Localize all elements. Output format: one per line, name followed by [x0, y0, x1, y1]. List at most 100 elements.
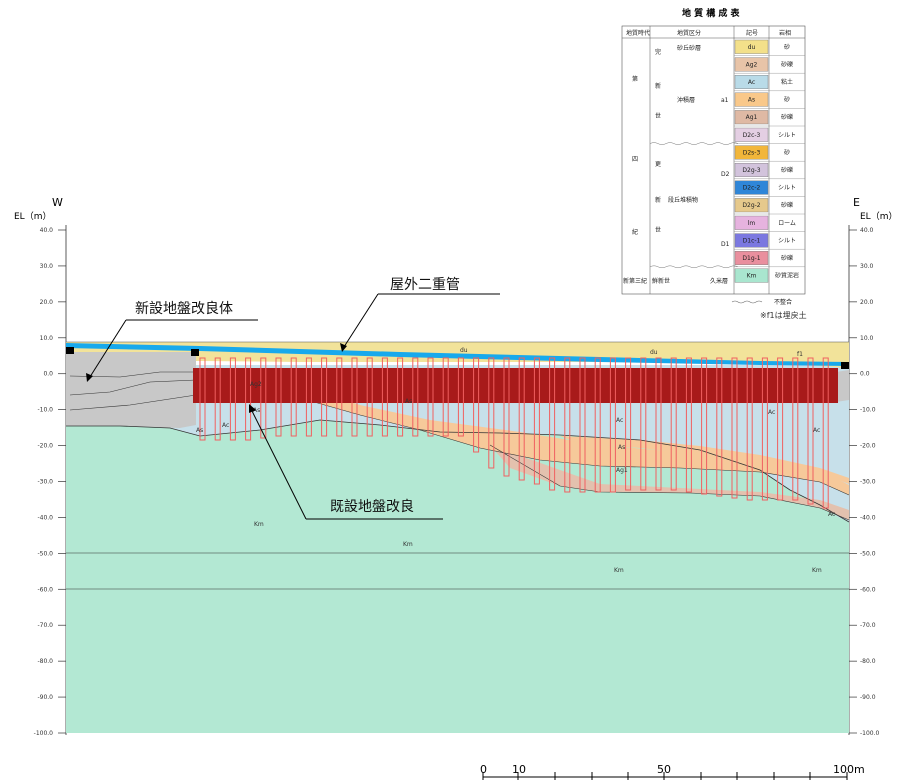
existing-pile: [625, 357, 632, 491]
existing-pile: [731, 357, 738, 499]
east-label: E: [853, 196, 860, 209]
elevation-tick-label: -40.0: [37, 514, 53, 521]
existing-pile: [777, 357, 784, 501]
legend-code: du: [748, 44, 756, 51]
legend-rock: 粘土: [781, 78, 793, 86]
legend-code: D1c-1: [743, 237, 761, 244]
existing-pile: [260, 357, 267, 439]
contour-lines: [69, 371, 197, 411]
existing-pile: [457, 357, 464, 437]
legend-note: ※f1は埋戻土: [760, 310, 807, 320]
legend-swatch: [734, 215, 769, 230]
arrow-line: [87, 319, 127, 381]
label-ac: Ac: [768, 409, 775, 416]
legend-epoch: 世: [655, 112, 661, 120]
existing-pile: [549, 357, 556, 491]
new-improvement-east: [836, 370, 849, 402]
legend-unit: 久米層: [710, 277, 728, 285]
legend-rock: 砂質泥岩: [775, 272, 799, 280]
existing-pile: [366, 357, 373, 437]
existing-pile: [245, 357, 252, 441]
as-layer: [300, 385, 849, 495]
legend-header: 地質区分: [677, 29, 701, 37]
existing-pile: [792, 357, 799, 501]
callout-existing-improvement-text: 既設地盤改良: [330, 499, 414, 515]
legend-unit: 沖積層: [677, 96, 695, 104]
existing-pile: [640, 357, 647, 491]
elevation-tick-label: 20.0: [860, 299, 874, 306]
elevation-tick-label: -60.0: [37, 586, 53, 593]
legend-code: D2g-2: [742, 202, 760, 209]
elevation-axis-label-right: EL（m）: [860, 211, 897, 222]
legend-group: a1: [721, 97, 729, 104]
elevation-tick-label: -70.0: [860, 622, 876, 629]
existing-pile: [685, 357, 692, 493]
existing-pile: [275, 357, 282, 437]
legend-swatch: [734, 39, 769, 54]
legend-group: D1: [721, 241, 730, 248]
elevation-axis-label-left: EL（m）: [14, 211, 51, 222]
legend-table: 地 質 構 成 表 地質時代 地質区分 記号 岩相 du 砂 Ag2 砂礫 Ac 粘土 As…: [621, 7, 807, 320]
scale-label: 100m: [833, 763, 865, 776]
legend-unit: 鮮新世: [652, 277, 670, 285]
elevation-tick-label: -80.0: [860, 658, 876, 665]
legend-unit: 段丘堆積物: [668, 196, 698, 204]
label-km: Km: [403, 541, 413, 548]
legend-rock: 砂礫: [781, 113, 793, 121]
arrow-head-icon: [340, 343, 347, 352]
legend-swatch: [734, 162, 769, 177]
legend-code: Ac: [748, 79, 755, 86]
legend-swatch: [734, 145, 769, 160]
outdoor-pipe-band: [66, 343, 849, 366]
legend-rock: 砂: [784, 43, 790, 51]
legend-rock: 砂礫: [781, 166, 793, 174]
label-du: du: [650, 349, 658, 356]
ag1-layer: [490, 445, 849, 520]
elevation-axis-right: 40.0 30.0 20.0 10.0 0.0 -10.0 -20.0 -30.0 -40.0 -…: [848, 225, 880, 737]
legend-swatch: [734, 250, 769, 265]
legend-swatch: [734, 57, 769, 72]
legend-code: Ag2: [746, 61, 758, 68]
end-marker-mid: [191, 349, 199, 356]
elevation-tick-label: -90.0: [37, 694, 53, 701]
legend-swatch: [734, 233, 769, 248]
legend-unit: 砂丘砂層: [677, 44, 701, 52]
existing-pile: [579, 357, 586, 493]
existing-pile: [761, 357, 768, 501]
elevation-tick-label: -50.0: [860, 550, 876, 557]
existing-pile: [229, 357, 236, 441]
existing-pile: [214, 357, 221, 441]
legend-unit: 新第三紀: [623, 277, 647, 285]
callout-existing-improvement: 既設地盤改良: [249, 404, 443, 520]
scale-label: 0: [480, 763, 487, 776]
callout-outdoor-pipe: 屋外二重管: [340, 277, 500, 352]
elevation-tick-label: -10.0: [37, 407, 53, 414]
callout-outdoor-pipe-text: 屋外二重管: [390, 277, 460, 293]
elevation-tick-label: -10.0: [860, 407, 876, 414]
existing-pile: [412, 357, 419, 437]
legend-header: 地質時代: [626, 29, 650, 37]
legend-epoch: 新: [655, 82, 661, 90]
arrow-line: [341, 293, 379, 351]
label-km: Km: [254, 521, 264, 528]
existing-pile: [321, 357, 328, 437]
ac-layer: [66, 365, 849, 522]
new-improvement-body: [66, 352, 196, 428]
callout-new-improvement: 新設地盤改良体: [86, 301, 258, 382]
elevation-axis-left: 40.0 30.0 20.0 10.0 0.0 -10.0 -20.0 -30.0 -40.0 -…: [34, 225, 67, 737]
existing-pile: [488, 357, 495, 469]
layer-labels: du du f1 Ag2 As As Ac As Ag1 Ac Ac Ac As…: [196, 347, 835, 574]
existing-pile: [351, 357, 358, 437]
existing-pile: [594, 357, 601, 493]
section-body: [66, 341, 850, 733]
label-as: As: [253, 407, 260, 414]
legend-code: D2g-3: [742, 167, 760, 174]
label-as: As: [618, 444, 625, 451]
legend-rock: 砂礫: [781, 254, 793, 262]
label-ac: Ac: [222, 422, 229, 429]
existing-pile: [670, 357, 677, 491]
existing-pile: [609, 357, 616, 493]
legend-header: 記号: [746, 29, 758, 37]
legend-rock: 砂礫: [781, 60, 793, 68]
